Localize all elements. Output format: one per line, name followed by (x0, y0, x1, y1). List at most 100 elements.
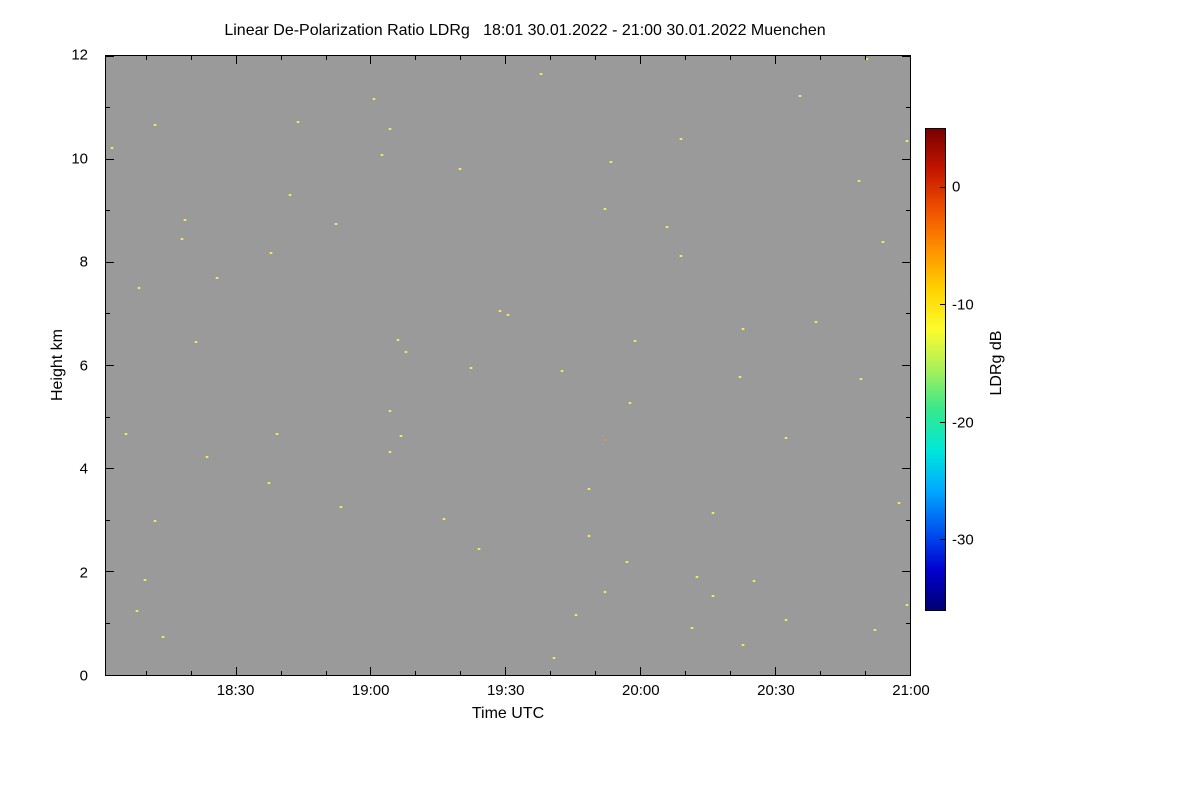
data-point (161, 636, 165, 639)
data-point (741, 644, 745, 647)
data-point (269, 251, 273, 254)
y-major-tick (902, 571, 910, 573)
x-minor-tick (280, 56, 282, 60)
y-tick-label: 10 (71, 150, 88, 167)
x-major-tick (909, 667, 910, 675)
x-tick-label: 20:00 (622, 682, 660, 699)
data-point (633, 339, 637, 342)
colorbar-tick-label: -10 (952, 296, 974, 314)
x-minor-tick (145, 671, 147, 675)
y-major-tick (902, 158, 910, 160)
data-point (865, 58, 869, 61)
data-point (857, 180, 861, 183)
x-tick-label: 19:30 (486, 682, 525, 699)
x-minor-tick (415, 671, 417, 675)
y-major-tick (902, 674, 910, 675)
y-tick-label: 0 (79, 667, 88, 685)
y-major-tick (106, 158, 114, 160)
data-point (814, 320, 818, 323)
y-minor-tick (106, 210, 110, 212)
data-point (784, 436, 788, 439)
data-point (388, 450, 392, 453)
y-major-tick (902, 468, 910, 470)
data-point (859, 378, 863, 381)
y-minor-tick (106, 622, 110, 624)
data-point (469, 366, 473, 369)
data-point (798, 95, 801, 98)
data-point (679, 255, 683, 258)
data-point (388, 410, 392, 413)
colorbar-label: LDRg dB (988, 330, 1005, 396)
data-point (506, 314, 510, 317)
data-point (275, 432, 279, 435)
data-point (137, 287, 141, 290)
colorbar-tick-label: -30 (952, 531, 974, 549)
y-minor-tick (906, 107, 910, 109)
data-point (477, 547, 481, 550)
x-minor-tick (280, 671, 282, 675)
colorbar-tick-labels: 0 -10 -20 -30 (952, 128, 996, 611)
x-minor-tick (325, 671, 327, 675)
data-point (399, 434, 403, 437)
data-point (183, 219, 187, 222)
x-minor-tick (460, 56, 462, 60)
data-point (458, 167, 462, 170)
x-minor-tick (325, 56, 327, 60)
x-minor-tick (684, 671, 686, 675)
data-point (784, 618, 788, 621)
x-minor-tick (595, 56, 597, 60)
data-point (587, 487, 591, 490)
y-tick-label: 6 (79, 357, 88, 374)
x-minor-tick (190, 56, 192, 60)
x-minor-tick (190, 671, 192, 675)
x-minor-tick (864, 671, 866, 675)
chart-title: Linear De-Polarization Ratio LDRg 18:01 … (224, 22, 826, 39)
data-point (905, 140, 909, 143)
x-axis-label: Time UTC (471, 705, 545, 722)
x-major-tick (370, 667, 372, 675)
colorbar-tick (940, 304, 945, 306)
y-major-tick (106, 674, 114, 675)
x-tick-label: 20:30 (757, 682, 795, 699)
x-tick-label: 19:00 (351, 682, 390, 699)
data-point (388, 128, 392, 131)
data-point (690, 627, 694, 630)
x-minor-tick (864, 56, 866, 60)
colorbar (925, 128, 946, 611)
x-minor-tick (729, 671, 731, 675)
colorbar-tick (940, 187, 945, 189)
y-major-tick (106, 261, 114, 263)
x-major-tick (505, 56, 507, 64)
plot-area (105, 55, 911, 676)
x-major-tick (235, 667, 237, 675)
y-minor-tick (906, 210, 910, 212)
data-point (396, 338, 400, 341)
x-major-tick (909, 56, 910, 64)
data-point (873, 629, 877, 632)
colorbar-tick (940, 539, 945, 541)
y-major-tick (106, 56, 114, 57)
data-point (711, 595, 715, 598)
y-tick-label: 12 (71, 46, 88, 64)
x-minor-tick (819, 56, 821, 60)
x-tick-labels: 18:30 19:00 19:30 20:00 20:30 21:00 (105, 682, 930, 702)
x-tick-label: 21:00 (892, 682, 930, 699)
data-point (752, 580, 756, 583)
y-minor-tick (106, 313, 110, 315)
data-point (442, 517, 446, 520)
x-major-tick (639, 56, 641, 64)
y-minor-tick (106, 107, 110, 109)
y-minor-tick (106, 416, 110, 418)
data-point (603, 208, 607, 211)
data-point (404, 350, 408, 353)
x-major-tick (639, 667, 641, 675)
data-point (609, 161, 613, 164)
data-point (339, 505, 343, 508)
x-minor-tick (550, 671, 552, 675)
x-major-tick (774, 667, 776, 675)
x-minor-tick (729, 56, 731, 60)
y-minor-tick (906, 416, 910, 418)
data-point (665, 226, 669, 229)
data-point (905, 603, 909, 606)
